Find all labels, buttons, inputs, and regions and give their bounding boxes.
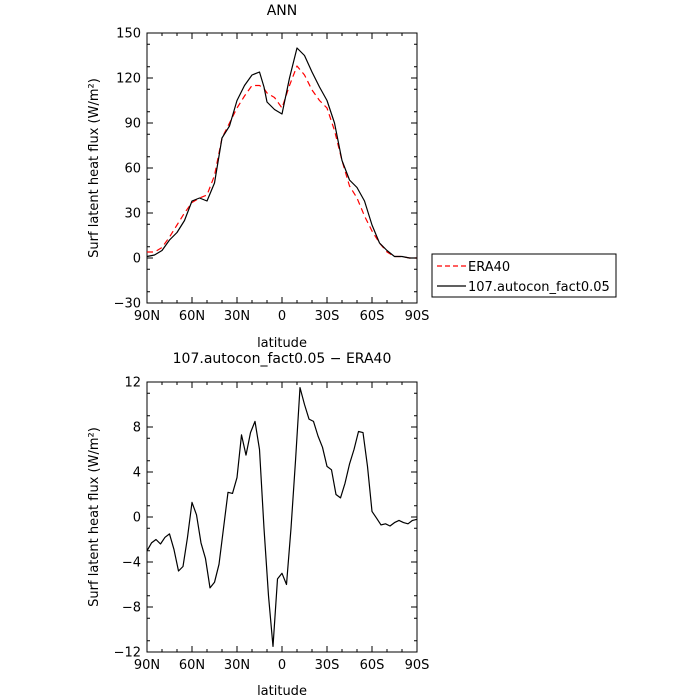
y-tick-label: 12 bbox=[124, 376, 141, 391]
y-axis-label-annual: Surf latent heat flux (W/m²) bbox=[87, 78, 102, 258]
x-axis-label-annual: latitude bbox=[257, 336, 307, 351]
x-tick-label: 60N bbox=[179, 658, 205, 673]
x-tick-label: 30S bbox=[315, 309, 340, 324]
y-axis-unit-difference: (W/m²) bbox=[87, 427, 102, 472]
x-tick-label: 60S bbox=[360, 309, 385, 324]
y-axis-unit-annual: (W/m²) bbox=[87, 78, 102, 123]
legend-label-model: 107.autocon_fact0.05 bbox=[468, 280, 610, 295]
chart-title-annual: ANN bbox=[267, 3, 298, 19]
x-tick-label: 90N bbox=[134, 658, 160, 673]
y-tick-label: 0 bbox=[133, 511, 141, 526]
y-tick-label: 30 bbox=[124, 207, 141, 222]
x-tick-label: 0 bbox=[278, 658, 286, 673]
x-tick-label: 0 bbox=[278, 309, 286, 324]
y-tick-label: 90 bbox=[124, 117, 141, 132]
y-axis-ticks-difference: 12 8 4 0 −4 −8 −12 bbox=[114, 376, 417, 661]
x-tick-label: 60S bbox=[360, 658, 385, 673]
x-tick-label: 90S bbox=[405, 309, 430, 324]
x-axis-ticks-annual: 90N 60N 30N 0 30S 60S 90S bbox=[134, 33, 430, 324]
y-axis-label-text-difference: Surf latent heat flux bbox=[87, 476, 102, 607]
y-axis-label-text-annual: Surf latent heat flux bbox=[87, 127, 102, 258]
x-tick-label: 30S bbox=[315, 658, 340, 673]
series-line-annual-1 bbox=[146, 47, 417, 259]
y-tick-label: 8 bbox=[133, 421, 141, 436]
y-tick-label: −30 bbox=[114, 297, 141, 312]
plot-frame-annual bbox=[146, 32, 418, 304]
x-axis-label-difference: latitude bbox=[257, 684, 307, 699]
y-tick-label: −8 bbox=[122, 601, 141, 616]
x-tick-label: 30N bbox=[224, 309, 250, 324]
y-tick-label: 0 bbox=[133, 252, 141, 267]
y-axis-ticks-annual: 150 120 90 60 30 0 −30 bbox=[114, 27, 417, 312]
x-tick-label: 90S bbox=[405, 658, 430, 673]
bottom-panel: 107.autocon_fact0.05 − ERA40 12 8 4 0 −4 −8 −1… bbox=[87, 351, 429, 699]
legend-label-era40: ERA40 bbox=[468, 260, 510, 275]
series-lines-annual bbox=[146, 47, 417, 259]
legend: ERA40 107.autocon_fact0.05 bbox=[431, 253, 617, 298]
series-line-annual-0 bbox=[147, 65, 417, 259]
x-axis-ticks-difference: 90N 60N 30N 0 30S 60S 90S bbox=[134, 382, 430, 673]
x-tick-label: 30N bbox=[224, 658, 250, 673]
legend-box bbox=[431, 253, 617, 298]
x-tick-label: 60N bbox=[179, 309, 205, 324]
plot-frame-difference bbox=[146, 381, 418, 653]
y-tick-label: 60 bbox=[124, 162, 141, 177]
y-tick-label: −4 bbox=[122, 556, 141, 571]
y-axis-label-difference: Surf latent heat flux (W/m²) bbox=[87, 427, 102, 607]
y-tick-label: 4 bbox=[133, 466, 141, 481]
chart-title-difference: 107.autocon_fact0.05 − ERA40 bbox=[173, 351, 392, 367]
x-tick-label: 90N bbox=[134, 309, 160, 324]
y-tick-label: 150 bbox=[116, 27, 141, 42]
y-tick-label: 120 bbox=[116, 72, 141, 87]
series-lines-difference bbox=[146, 387, 418, 648]
y-tick-label: −12 bbox=[114, 646, 141, 661]
top-panel: ANN 150 120 90 60 30 0 −30 90N 60N 30N 0 30S 60S 90S… bbox=[87, 3, 617, 351]
series-line-difference-0 bbox=[146, 387, 418, 648]
